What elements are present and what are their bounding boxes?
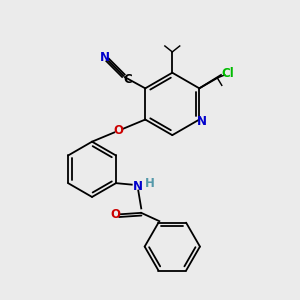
Text: N: N <box>197 116 207 128</box>
Text: Cl: Cl <box>221 67 234 80</box>
Text: C: C <box>124 73 133 86</box>
Text: O: O <box>114 124 124 137</box>
Text: N: N <box>100 51 110 64</box>
Text: N: N <box>133 180 143 193</box>
Text: H: H <box>145 177 154 190</box>
Text: O: O <box>110 208 120 221</box>
